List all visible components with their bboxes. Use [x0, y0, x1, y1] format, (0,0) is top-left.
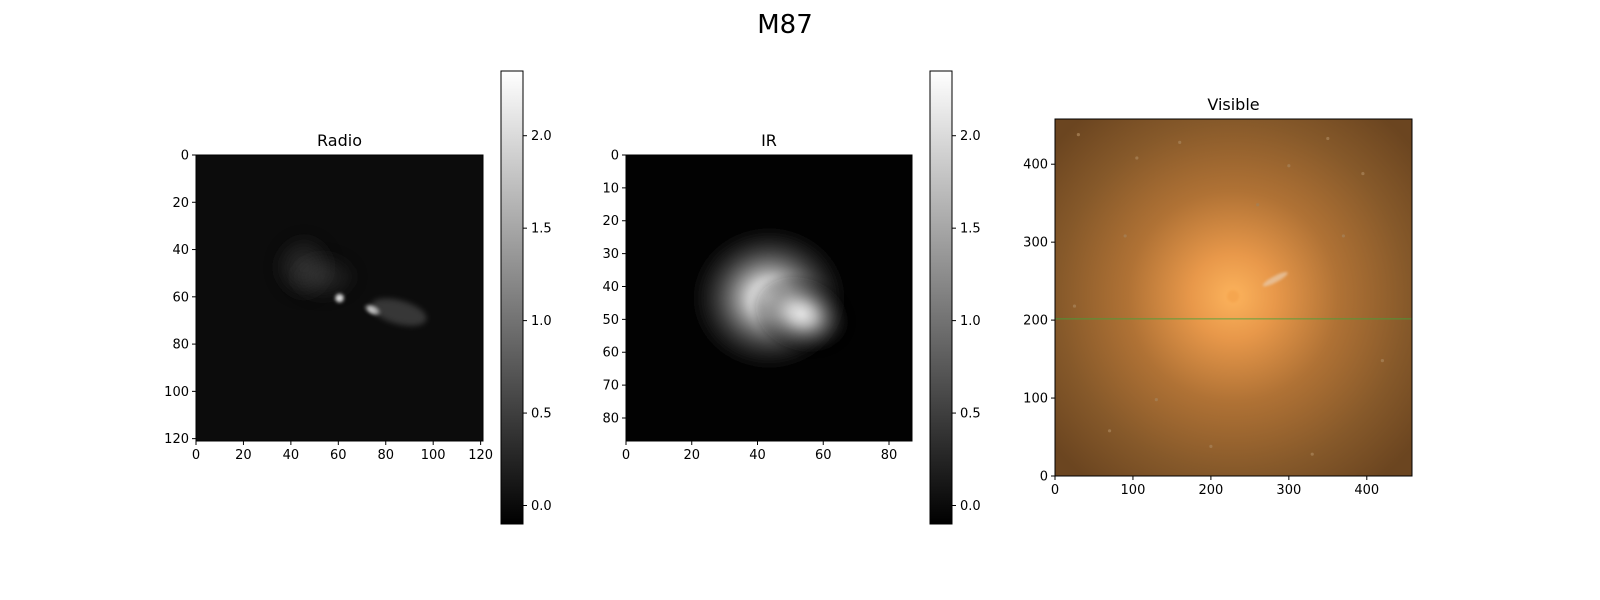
visible-star — [1326, 136, 1330, 141]
visible-core — [1226, 290, 1240, 303]
ir-y-axis: 0 10 20 30 40 50 60 70 80 — [602, 149, 626, 426]
radio-x-tick-label: 100 — [421, 448, 446, 463]
ir-colorbar-ticks: 0.0 0.5 1.0 1.5 2.0 — [952, 129, 981, 514]
radio-panel: Radio 0 20 40 60 80 100 120 0 20 40 60 80 100 120 — [164, 131, 493, 463]
radio-x-tick-label: 60 — [330, 448, 347, 463]
radio-image — [270, 231, 427, 326]
colorbar-tick-label: 2.0 — [531, 129, 552, 144]
radio-y-tick-label: 20 — [172, 196, 189, 211]
vis-x-tick-label: 0 — [1051, 483, 1059, 498]
vis-y-tick-label: 400 — [1023, 158, 1048, 173]
ir-y-tick-label: 70 — [602, 379, 619, 394]
visible-axes-frame — [1054, 118, 1413, 477]
radio-y-tick-label: 0 — [181, 149, 189, 164]
ir-x-tick-label: 80 — [881, 448, 898, 463]
ir-y-tick-label: 80 — [602, 411, 619, 426]
radio-panel-title: Radio — [317, 131, 362, 150]
radio-colorbar: 0.0 0.5 1.0 1.5 2.0 — [500, 70, 552, 525]
visible-y-axis: 0 100 200 300 400 — [1023, 158, 1055, 485]
vis-y-tick-label: 200 — [1023, 314, 1048, 329]
ir-y-tick-label: 40 — [602, 280, 619, 295]
radio-colorbar-gradient — [500, 70, 524, 525]
vis-y-tick-label: 100 — [1023, 392, 1048, 407]
radio-jet — [371, 298, 427, 326]
colorbar-tick-label: 0.5 — [531, 407, 552, 422]
vis-x-tick-label: 200 — [1198, 483, 1223, 498]
vis-y-tick-label: 300 — [1023, 236, 1048, 251]
visible-jet — [1262, 272, 1288, 287]
visible-star — [1072, 304, 1077, 308]
ir-extension — [750, 273, 854, 356]
visible-star — [1310, 452, 1314, 456]
ir-x-tick-label: 0 — [622, 448, 630, 463]
colorbar-tick-label: 0.5 — [960, 407, 981, 422]
radio-x-tick-label: 120 — [468, 448, 493, 463]
radio-lobe-extension — [284, 250, 361, 303]
visible-star — [1380, 359, 1384, 363]
radio-x-tick-label: 0 — [192, 448, 200, 463]
colorbar-tick-label: 0.0 — [960, 499, 981, 514]
visible-x-axis: 0 100 200 300 400 — [1051, 476, 1379, 498]
ir-y-tick-label: 60 — [602, 346, 619, 361]
visible-panel-title: Visible — [1207, 95, 1259, 114]
ir-x-tick-label: 20 — [683, 448, 700, 463]
visible-star — [1209, 444, 1213, 448]
figure-title: M87 — [757, 10, 813, 40]
ir-y-tick-label: 0 — [611, 149, 619, 164]
visible-star — [1107, 429, 1112, 433]
radio-y-tick-label: 100 — [164, 385, 189, 400]
visible-star — [1076, 132, 1080, 137]
radio-y-tick-label: 60 — [172, 290, 189, 305]
radio-x-tick-label: 40 — [283, 448, 300, 463]
vis-y-tick-label: 0 — [1040, 470, 1048, 485]
colorbar-tick-label: 1.5 — [531, 222, 552, 237]
vis-x-tick-label: 100 — [1121, 483, 1146, 498]
ir-panel-title: IR — [761, 131, 777, 150]
radio-x-tick-label: 20 — [235, 448, 252, 463]
ir-x-tick-label: 60 — [815, 448, 832, 463]
ir-image — [683, 219, 855, 377]
ir-y-tick-label: 20 — [602, 214, 619, 229]
visible-star — [1135, 156, 1139, 160]
ir-x-axis: 0 20 40 60 80 — [622, 441, 897, 463]
colorbar-tick-label: 1.0 — [960, 314, 981, 329]
visible-star — [1154, 398, 1158, 402]
radio-x-axis: 0 20 40 60 80 100 120 — [192, 441, 493, 463]
visible-star — [1256, 203, 1260, 207]
radio-y-axis: 0 20 40 60 80 100 120 — [164, 149, 196, 447]
radio-y-tick-label: 120 — [164, 432, 189, 447]
colorbar-tick-label: 0.0 — [531, 499, 552, 514]
colorbar-tick-label: 1.5 — [960, 222, 981, 237]
colorbar-tick-label: 2.0 — [960, 129, 981, 144]
ir-colorbar: 0.0 0.5 1.0 1.5 2.0 — [929, 70, 981, 525]
colorbar-tick-label: 1.0 — [531, 314, 552, 329]
vis-x-tick-label: 300 — [1276, 483, 1301, 498]
ir-panel: IR 0 20 40 60 80 0 10 20 30 40 50 60 70 80 — [602, 131, 913, 463]
visible-star — [1361, 171, 1365, 176]
ir-y-tick-label: 10 — [602, 181, 619, 196]
radio-y-tick-label: 80 — [172, 338, 189, 353]
radio-axes-frame — [195, 154, 484, 442]
visible-image — [1055, 119, 1412, 476]
vis-x-tick-label: 400 — [1354, 483, 1379, 498]
visible-star — [1341, 234, 1346, 238]
ir-y-tick-label: 50 — [602, 313, 619, 328]
visible-star — [1287, 164, 1291, 168]
visible-star — [1123, 234, 1127, 238]
radio-colorbar-ticks: 0.0 0.5 1.0 1.5 2.0 — [523, 129, 552, 514]
radio-x-tick-label: 80 — [377, 448, 394, 463]
visible-star — [1178, 140, 1182, 144]
visible-panel: Visible 0 100 200 300 400 0 100 200 300 400 — [1023, 95, 1413, 498]
ir-axes-frame — [625, 154, 913, 442]
radio-y-tick-label: 40 — [172, 243, 189, 258]
ir-x-tick-label: 40 — [749, 448, 766, 463]
ir-y-tick-label: 30 — [602, 247, 619, 262]
ir-colorbar-gradient — [929, 70, 953, 525]
